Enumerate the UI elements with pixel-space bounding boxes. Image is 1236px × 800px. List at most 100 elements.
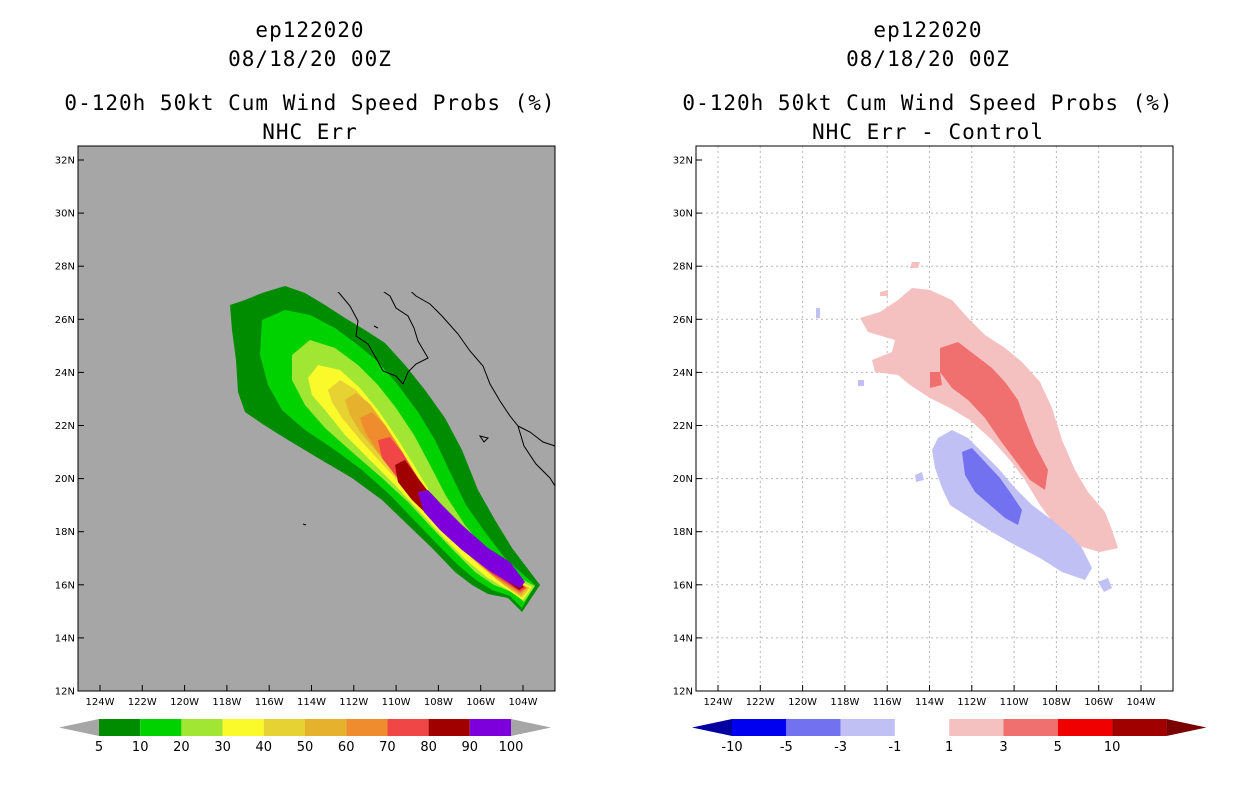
lon-tick-label: 114W (297, 697, 326, 708)
lat-tick-label: 12N (673, 687, 693, 698)
left-subtitle: NHC Err (262, 120, 358, 144)
lon-tick-label: 124W (704, 697, 733, 708)
colorbar-low-arrow (59, 719, 99, 736)
colorbar-swatch (387, 719, 429, 736)
right-lon-axis: 124W 122W 120W 118W 116W 114W 112W 110W 108W 106W… (704, 685, 1156, 708)
colorbar-label: 3 (999, 740, 1007, 755)
colorbar-swatch (894, 719, 950, 736)
lat-tick-label: 32N (673, 156, 693, 167)
right-lat-axis: 32N 30N 28N 26N 24N 22N 20N 18N 16N 14N 12N (673, 156, 702, 698)
left-date: 08/18/20 00Z (228, 47, 392, 71)
left-lat-axis: 32N 30N 28N 26N 24N 22N 20N 18N 16N 14N 12N (55, 156, 84, 698)
lon-tick-label: 116W (873, 697, 902, 708)
colorbar-label: -3 (834, 740, 847, 755)
colorbar-swatch (840, 719, 895, 736)
lon-tick-label: 116W (255, 697, 284, 708)
colorbar-label: 20 (173, 740, 190, 755)
colorbar-high-arrow (511, 719, 551, 736)
right-gridlines (696, 146, 1173, 691)
lon-tick-label: 108W (424, 697, 453, 708)
left-storm-id: ep122020 (255, 18, 365, 42)
lat-tick-label: 30N (673, 209, 693, 220)
lat-tick-label: 32N (55, 156, 75, 167)
colorbar-swatch (469, 719, 511, 736)
lat-tick-label: 30N (55, 209, 75, 220)
lon-tick-label: 108W (1042, 697, 1071, 708)
lat-tick-label: 26N (55, 315, 75, 326)
colorbar-swatch (222, 719, 264, 736)
lat-tick-label: 24N (673, 368, 693, 379)
lon-tick-label: 114W (915, 697, 944, 708)
lat-tick-label: 28N (673, 262, 693, 273)
right-map-background (696, 146, 1173, 691)
lat-tick-label: 24N (55, 368, 75, 379)
colorbar-label: 10 (1104, 740, 1121, 755)
lon-tick-label: 110W (382, 697, 411, 708)
right-subtitle: NHC Err - Control (812, 120, 1044, 144)
lon-tick-label: 120W (788, 697, 817, 708)
colorbar-swatch (99, 719, 141, 736)
colorbar-swatch (1112, 719, 1167, 736)
lat-tick-label: 22N (673, 421, 693, 432)
colorbar-label: 100 (499, 740, 524, 755)
lon-tick-label: 106W (1084, 697, 1113, 708)
lon-tick-label: 104W (509, 697, 538, 708)
left-colorbar: 5 10 20 30 40 50 60 70 80 90 100 (59, 719, 551, 755)
lat-tick-label: 22N (55, 421, 75, 432)
colorbar-swatch (949, 719, 1004, 736)
right-product-title: 0-120h 50kt Cum Wind Speed Probs (%) (682, 91, 1174, 115)
lat-tick-label: 12N (55, 687, 75, 698)
colorbar-label: -5 (780, 740, 793, 755)
colorbar-swatch (140, 719, 182, 736)
colorbar-swatch (181, 719, 223, 736)
colorbar-swatch (732, 719, 787, 736)
lon-tick-label: 120W (170, 697, 199, 708)
colorbar-high-arrow (1166, 719, 1207, 736)
right-difference-contours (816, 262, 1118, 592)
colorbar-swatch (263, 719, 305, 736)
lon-tick-label: 110W (1000, 697, 1029, 708)
lat-tick-label: 14N (673, 633, 693, 644)
lat-tick-label: 18N (55, 527, 75, 538)
lat-tick-label: 18N (673, 527, 693, 538)
lon-tick-label: 118W (212, 697, 241, 708)
left-probability-contours (230, 286, 540, 612)
lon-tick-label: 112W (339, 697, 368, 708)
left-map-frame (77, 145, 556, 692)
lat-tick-label: 16N (55, 580, 75, 591)
colorbar-label: 80 (420, 740, 437, 755)
lon-tick-label: 106W (466, 697, 495, 708)
right-map-frame (695, 145, 1174, 692)
colorbar-low-arrow (692, 719, 732, 736)
colorbar-label: 70 (379, 740, 396, 755)
lat-tick-label: 20N (673, 474, 693, 485)
lon-tick-label: 124W (86, 697, 115, 708)
colorbar-swatch (428, 719, 470, 736)
colorbar-label: 40 (256, 740, 273, 755)
left-lon-axis: 124W 122W 120W 118W 116W 114W 112W 110W 108W 106W… (86, 685, 538, 708)
right-storm-id: ep122020 (873, 18, 983, 42)
left-product-title: 0-120h 50kt Cum Wind Speed Probs (%) (64, 91, 556, 115)
colorbar-label: -10 (721, 740, 742, 755)
colorbar-label: 30 (214, 740, 231, 755)
colorbar-label: -1 (888, 740, 901, 755)
lat-tick-label: 28N (55, 262, 75, 273)
lon-tick-label: 112W (957, 697, 986, 708)
right-date: 08/18/20 00Z (846, 47, 1010, 71)
colorbar-swatch (305, 719, 347, 736)
lon-tick-label: 104W (1127, 697, 1156, 708)
colorbar-swatch (346, 719, 388, 736)
lat-tick-label: 16N (673, 580, 693, 591)
colorbar-label: 60 (338, 740, 355, 755)
lon-tick-label: 122W (746, 697, 775, 708)
colorbar-swatch (1003, 719, 1058, 736)
colorbar-swatch (1057, 719, 1113, 736)
colorbar-label: 50 (297, 740, 314, 755)
colorbar-label: 10 (132, 740, 149, 755)
colorbar-label: 5 (1054, 740, 1062, 755)
colorbar-label: 5 (95, 740, 103, 755)
colorbar-label: 90 (462, 740, 479, 755)
